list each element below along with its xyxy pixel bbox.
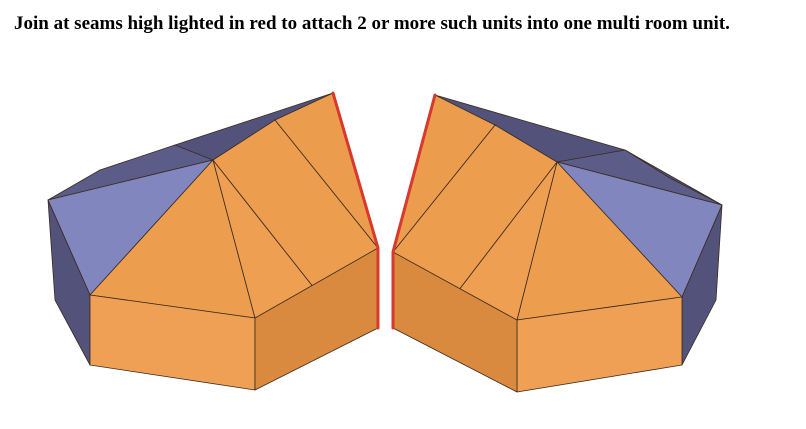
left-room-unit [47, 91, 380, 391]
right-unit-red-seam [391, 93, 437, 330]
left-unit-red-seam [331, 91, 380, 330]
instruction-caption: Join at seams high lighted in red to att… [14, 13, 730, 34]
right-room-unit [391, 93, 723, 393]
